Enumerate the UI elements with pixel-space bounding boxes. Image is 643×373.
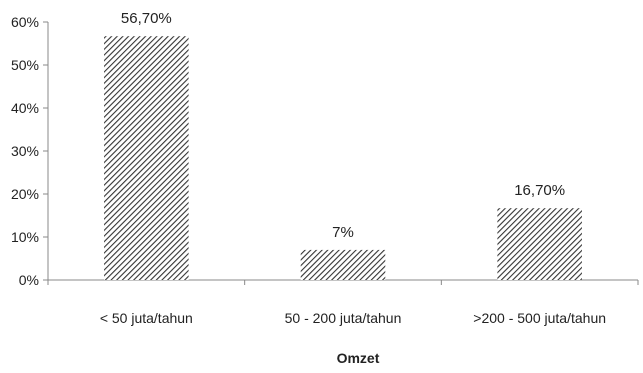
x-category-label: 50 - 200 juta/tahun <box>285 310 402 326</box>
x-category-label: >200 - 500 juta/tahun <box>473 310 606 326</box>
bars <box>104 36 582 280</box>
y-tick-label: 50% <box>11 57 39 73</box>
x-category-label: < 50 juta/tahun <box>100 310 193 326</box>
bar-data-label: 56,70% <box>121 10 172 27</box>
bar <box>300 249 386 280</box>
y-tick-label: 40% <box>11 100 39 116</box>
y-tick-label: 30% <box>11 143 39 159</box>
y-axis: 0% 10% 20% 30% 40% 50% 60% <box>11 14 49 288</box>
y-tick-label: 20% <box>11 186 39 202</box>
y-tick-label: 10% <box>11 229 39 245</box>
y-tick-label: 60% <box>11 14 39 30</box>
x-axis: < 50 juta/tahun 50 - 200 juta/tahun >200 -… <box>47 279 639 326</box>
bar <box>104 36 189 280</box>
x-axis-title: Omzet <box>337 350 380 366</box>
y-tick-label: 0% <box>19 272 39 288</box>
bar <box>497 208 582 280</box>
data-labels: 56,70% 7% 16,70% <box>121 10 565 241</box>
bar-data-label: 16,70% <box>514 182 565 199</box>
bar-data-label: 7% <box>332 224 354 241</box>
